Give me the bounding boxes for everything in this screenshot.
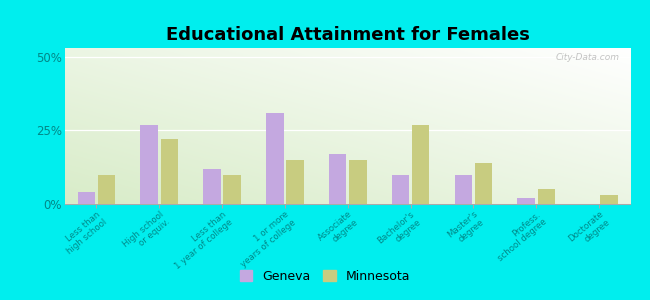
Legend: Geneva, Minnesota: Geneva, Minnesota [235, 265, 415, 288]
Bar [349, 160, 367, 204]
Bar [161, 139, 178, 204]
Bar [517, 198, 535, 204]
Bar [412, 124, 430, 204]
Bar [266, 113, 283, 204]
Bar [286, 160, 304, 204]
Bar [140, 124, 158, 204]
Text: City-Data.com: City-Data.com [555, 53, 619, 62]
Bar [601, 195, 618, 204]
Bar [203, 169, 221, 204]
Bar [224, 175, 241, 204]
Bar [329, 154, 346, 204]
Bar [538, 189, 555, 204]
Title: Educational Attainment for Females: Educational Attainment for Females [166, 26, 530, 44]
Bar [474, 163, 492, 204]
Bar [392, 175, 410, 204]
Bar [98, 175, 115, 204]
Bar [454, 175, 472, 204]
Bar [77, 192, 95, 204]
